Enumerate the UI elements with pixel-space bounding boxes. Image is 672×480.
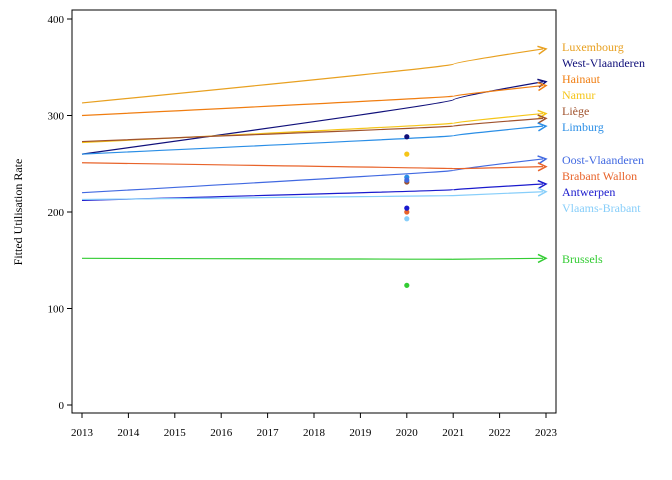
series-label: Brabant Wallon: [562, 169, 637, 183]
y-tick-label: 100: [48, 304, 65, 316]
series-line: [81, 117, 544, 143]
y-tick-label: 300: [48, 111, 65, 123]
series-label: Namur: [562, 88, 595, 102]
x-tick-label: 2018: [303, 427, 326, 439]
series-line: [81, 162, 544, 170]
x-tick-label: 2020: [396, 427, 419, 439]
x-tick-label: 2021: [442, 427, 464, 439]
x-tick-label: 2015: [164, 427, 187, 439]
series-arrowhead: [537, 81, 548, 92]
plot-area: [71, 9, 557, 414]
x-tick-label: 2014: [117, 427, 140, 439]
x-tick-label: 2019: [349, 427, 372, 439]
data-point-2020: [404, 205, 410, 211]
series-label: West-Vlaanderen: [562, 56, 645, 70]
series-label: Limburg: [562, 120, 604, 134]
series-arrowhead: [537, 122, 548, 132]
x-tick-label: 2016: [210, 427, 233, 439]
series-arrowhead: [537, 162, 548, 172]
series-line: [81, 48, 544, 104]
y-axis-title: Fitted Utilisation Rate: [11, 159, 25, 266]
x-tick-label: 2023: [535, 427, 558, 439]
y-tick-label: 400: [48, 14, 65, 26]
x-tick-label: 2013: [71, 427, 94, 439]
series-lines: [81, 45, 548, 264]
series-label: Hainaut: [562, 72, 601, 86]
data-point-2020: [404, 177, 410, 183]
series-line: [81, 183, 544, 202]
series-arrowhead: [537, 155, 548, 165]
series-arrowhead: [537, 179, 548, 190]
points-2020: [404, 134, 410, 288]
data-point-2020: [404, 216, 410, 222]
series-arrowhead: [537, 187, 548, 197]
series-arrowhead: [537, 45, 548, 55]
series-label: Vlaams-Brabant: [562, 201, 641, 215]
series-line: [81, 158, 544, 194]
series-line: [81, 125, 544, 155]
series-arrowhead: [537, 114, 548, 124]
series-label: Liège: [562, 104, 589, 118]
x-tick-label: 2017: [257, 427, 280, 439]
series-arrowhead: [537, 253, 548, 264]
series-label: Oost-Vlaanderen: [562, 153, 644, 167]
data-point-2020: [404, 134, 410, 140]
series-label: Luxembourg: [562, 40, 624, 54]
series-label: Brussels: [562, 252, 603, 266]
data-point-2020: [404, 282, 410, 288]
series-line: [81, 112, 544, 144]
series-line: [81, 84, 544, 117]
y-tick-label: 0: [59, 400, 65, 412]
series-line: [81, 191, 544, 201]
x-tick-label: 2022: [489, 427, 511, 439]
data-point-2020: [404, 209, 410, 215]
series-line: [81, 257, 544, 260]
series-label: Antwerpen: [562, 185, 615, 199]
axis-ticks: 2013 2014 2015 2016 2017 2018 2019 2020 2021 2022…: [48, 14, 558, 439]
data-point-2020: [404, 151, 410, 157]
series-labels: Luxembourg West-Vlaanderen Hainaut Namur Liè…: [562, 40, 645, 266]
series-line: [81, 81, 544, 155]
y-tick-label: 200: [48, 207, 65, 219]
